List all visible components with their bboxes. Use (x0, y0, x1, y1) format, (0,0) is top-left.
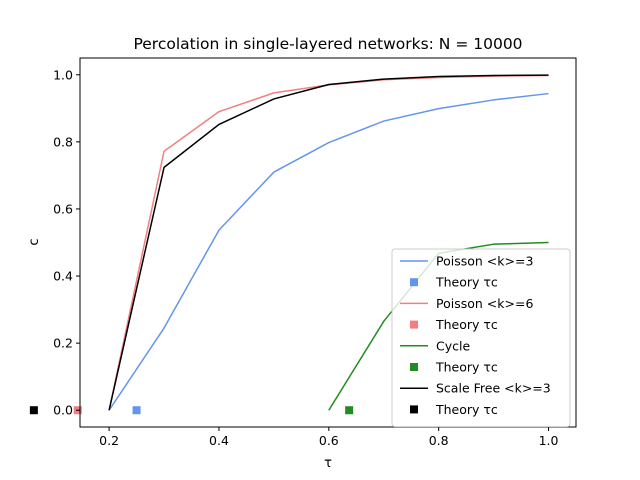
legend-series-label: Cycle (436, 338, 470, 353)
legend-square-swatch-3 (410, 405, 418, 414)
y-tick-label: 1.0 (53, 67, 73, 82)
legend-box (391, 248, 571, 428)
y-tick-label: 0.6 (53, 201, 73, 216)
legend-square-swatch-2 (410, 363, 418, 371)
x-tick-label: 0.8 (429, 433, 449, 448)
legend-series-label: Poisson <k>=6 (436, 296, 533, 311)
theory-marker-2 (345, 406, 354, 415)
legend-square-swatch-0 (410, 278, 418, 287)
x-tick-label: 0.4 (209, 433, 229, 448)
x-tick-label: 0.2 (99, 433, 119, 448)
legend-square-swatch-1 (410, 320, 418, 329)
series-line-0 (108, 92, 549, 411)
x-tick-label: 1.0 (539, 433, 559, 448)
y-tick-label: 0.2 (53, 336, 73, 351)
plot-frame (79, 57, 577, 428)
y-tick-label: 0.4 (53, 269, 73, 284)
x-tick-label: 0.6 (319, 433, 339, 448)
x-axis-ticks: 0.2 0.4 0.6 0.8 1.0 (99, 427, 559, 448)
legend-theory-label: Theory τc (435, 275, 498, 290)
legend-theory-label: Theory τc (435, 402, 498, 417)
y-axis-ticks: 0.0 0.2 0.4 0.6 0.8 1.0 (53, 67, 80, 418)
x-axis-label: τ (324, 456, 332, 471)
theory-marker-3 (29, 406, 38, 415)
chart-title: Percolation in single-layered networks: … (133, 35, 522, 53)
y-axis-label: c (27, 238, 42, 245)
y-tick-label: 0.0 (53, 403, 73, 418)
theory-marker-0 (132, 406, 141, 415)
legend-theory-label: Theory τc (435, 317, 498, 332)
legend-series-label: Scale Free <k>=3 (436, 381, 551, 396)
legend: Poisson <k>=3 Theory τc Poisson <k>=6 Theor… (391, 248, 571, 428)
series-line-3 (108, 74, 549, 411)
y-tick-label: 0.8 (53, 134, 73, 149)
legend-theory-label: Theory τc (435, 360, 498, 375)
legend-series-label: Poisson <k>=3 (436, 254, 533, 269)
